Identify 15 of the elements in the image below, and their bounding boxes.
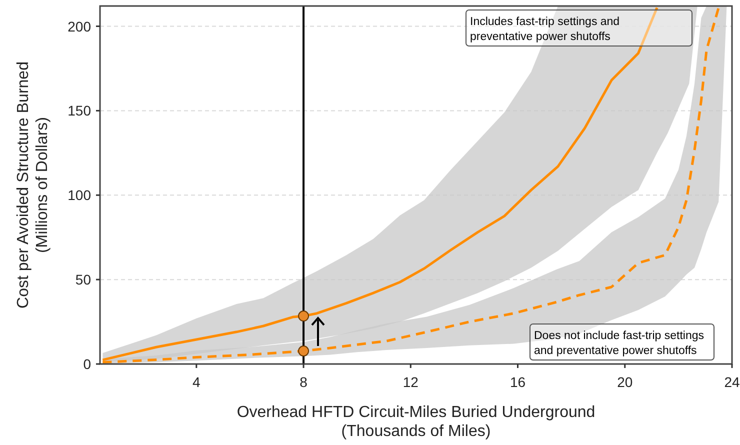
annotation: Does not include fast-trip settings and preventative power shutoffs <box>534 330 704 357</box>
x-tick-label: 16 <box>510 374 526 390</box>
x-tick-label: 8 <box>300 374 308 390</box>
y-axis-title: Cost per Avoided Structure Burned (Millions of Dollars) <box>15 62 51 308</box>
x-tick-label: 24 <box>724 374 740 390</box>
x-axis-title: Overhead HFTD Circuit-Miles Buried Underground (Thousands of Miles) <box>236 404 596 440</box>
y-tick-label: 150 <box>68 102 92 119</box>
y-tick-label: 50 <box>75 272 92 288</box>
x-tick-label: 12 <box>402 374 419 390</box>
x-tick-label: 4 <box>192 374 201 390</box>
x-tick-label: 20 <box>617 374 633 390</box>
y-tick-label: 0 <box>83 356 92 372</box>
y-tick-label: 200 <box>68 18 92 34</box>
annotation: Includes fast-trip settings and preventative power shutoffs <box>470 16 620 43</box>
y-tick-label: 100 <box>68 187 92 204</box>
